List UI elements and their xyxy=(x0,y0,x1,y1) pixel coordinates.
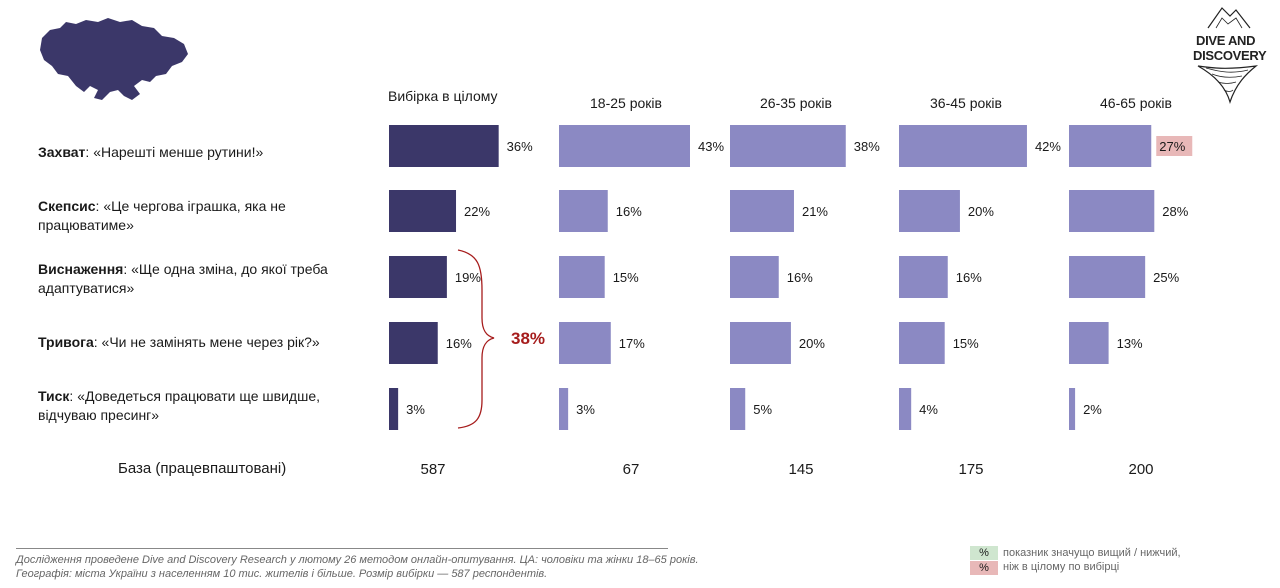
row-quote: : «Ще одна зміна, до якої треба адаптува… xyxy=(38,261,328,296)
bar-18-25-exhaustion xyxy=(559,256,605,298)
group-header-36-45: 36-45 років xyxy=(930,95,1002,111)
row-key: Виснаження xyxy=(38,261,124,277)
value-label-46-65-excitement: 27% xyxy=(1159,139,1185,154)
row-label-skepticism: Скепсис: «Це чергова іграшка, яка не пра… xyxy=(38,197,338,235)
row-label-anxiety: Тривога: «Чи не замінять мене через рік?… xyxy=(38,333,378,352)
legend-text-line1: показник значущо вищий / нижчий, xyxy=(1003,547,1181,559)
row-key: Тиск xyxy=(38,388,70,404)
footnote-line1: Дослідження проведене Dive and Discovery… xyxy=(16,554,699,566)
base-value-46-65: 200 xyxy=(1128,461,1154,478)
base-value-18-25: 67 xyxy=(622,461,640,478)
ukraine-map-icon xyxy=(40,18,188,100)
bar-36-45-excitement xyxy=(899,125,1027,167)
bar-26-35-skepticism xyxy=(730,190,794,232)
row-label-pressure: Тиск: «Доведеться працювати ще швидше, в… xyxy=(38,387,378,425)
group-header-18-25: 18-25 років xyxy=(590,95,662,111)
bar-36-45-exhaustion xyxy=(899,256,948,298)
logo-line1: DIVE AND xyxy=(1196,33,1256,48)
value-label-total-skepticism: 22% xyxy=(464,204,490,219)
mountain-logo-icon xyxy=(1197,7,1259,104)
value-label-46-65-exhaustion: 25% xyxy=(1153,270,1179,285)
bar-18-25-anxiety xyxy=(559,322,611,364)
bar-46-65-exhaustion xyxy=(1069,256,1146,298)
footnote-line2: Географія: міста України з населенням 10… xyxy=(16,568,548,580)
value-label-36-45-pressure: 4% xyxy=(919,402,938,417)
bar-36-45-skepticism xyxy=(899,190,960,232)
bar-46-65-pressure xyxy=(1069,388,1076,430)
row-key: Тривога xyxy=(38,334,94,350)
value-label-18-25-pressure: 3% xyxy=(576,402,595,417)
row-quote: : «Нарешті менше рутини!» xyxy=(85,144,264,160)
base-value-total: 587 xyxy=(420,461,446,478)
bar-26-35-anxiety xyxy=(730,322,791,364)
group-header-total: Вибірка в цілому xyxy=(388,88,498,104)
group-header-46-65: 46-65 років xyxy=(1100,95,1172,111)
value-label-26-35-excitement: 38% xyxy=(854,139,880,154)
value-label-18-25-excitement: 43% xyxy=(698,139,724,154)
bracket-label: 38% xyxy=(511,329,545,348)
value-label-18-25-anxiety: 17% xyxy=(619,336,645,351)
row-quote: : «Це чергова іграшка, яка не працюватим… xyxy=(38,198,286,233)
bracket-line xyxy=(457,249,495,429)
value-label-46-65-anxiety: 13% xyxy=(1117,336,1143,351)
value-label-26-35-skepticism: 21% xyxy=(802,204,828,219)
bar-total-exhaustion xyxy=(389,256,447,298)
significance-highlight xyxy=(1156,136,1193,156)
bar-total-anxiety xyxy=(389,322,438,364)
bar-18-25-pressure xyxy=(559,388,569,430)
bar-36-45-pressure xyxy=(899,388,912,430)
bar-18-25-skepticism xyxy=(559,190,608,232)
value-label-26-35-anxiety: 20% xyxy=(799,336,825,351)
bar-36-45-anxiety xyxy=(899,322,945,364)
value-label-total-pressure: 3% xyxy=(406,402,425,417)
bar-total-pressure xyxy=(389,388,399,430)
value-label-18-25-skepticism: 16% xyxy=(616,204,642,219)
logo-line2: DISCOVERY xyxy=(1193,48,1267,63)
value-label-36-45-excitement: 42% xyxy=(1035,139,1061,154)
value-label-18-25-exhaustion: 15% xyxy=(613,270,639,285)
value-label-46-65-skepticism: 28% xyxy=(1162,204,1188,219)
row-quote: : «Чи не замінять мене через рік?» xyxy=(93,334,320,350)
bar-46-65-skepticism xyxy=(1069,190,1155,232)
row-quote: : «Доведеться працювати ще швидше, відчу… xyxy=(38,388,320,423)
value-label-36-45-skepticism: 20% xyxy=(968,204,994,219)
bar-total-excitement xyxy=(389,125,499,167)
value-label-26-35-pressure: 5% xyxy=(753,402,772,417)
row-key: Скепсис xyxy=(38,198,96,214)
value-label-36-45-anxiety: 15% xyxy=(953,336,979,351)
base-value-36-45: 175 xyxy=(958,461,984,478)
row-key: Захват xyxy=(38,144,86,160)
legend-text-line2: ніж в цілому по вибірці xyxy=(1003,561,1120,573)
bar-46-65-anxiety xyxy=(1069,322,1109,364)
value-label-46-65-pressure: 2% xyxy=(1083,402,1102,417)
bar-26-35-pressure xyxy=(730,388,746,430)
value-label-36-45-exhaustion: 16% xyxy=(956,270,982,285)
legend-swatch-lower: % xyxy=(970,561,998,575)
row-label-excitement: Захват: «Нарешті менше рутини!» xyxy=(38,143,378,162)
base-value-26-35: 145 xyxy=(788,461,814,478)
value-label-26-35-exhaustion: 16% xyxy=(787,270,813,285)
value-label-total-anxiety: 16% xyxy=(446,336,472,351)
value-label-total-excitement: 36% xyxy=(507,139,533,154)
bar-26-35-excitement xyxy=(730,125,846,167)
footnote-divider xyxy=(16,548,668,549)
bar-18-25-excitement xyxy=(559,125,690,167)
bar-46-65-excitement xyxy=(1069,125,1152,167)
row-label-exhaustion: Виснаження: «Ще одна зміна, до якої треб… xyxy=(38,260,378,298)
legend-swatch-higher: % xyxy=(970,546,998,560)
bar-total-skepticism xyxy=(389,190,457,232)
value-label-total-exhaustion: 19% xyxy=(455,270,481,285)
bar-26-35-exhaustion xyxy=(730,256,779,298)
base-label: База (працевпаштовані) xyxy=(118,460,287,477)
group-header-26-35: 26-35 років xyxy=(760,95,832,111)
